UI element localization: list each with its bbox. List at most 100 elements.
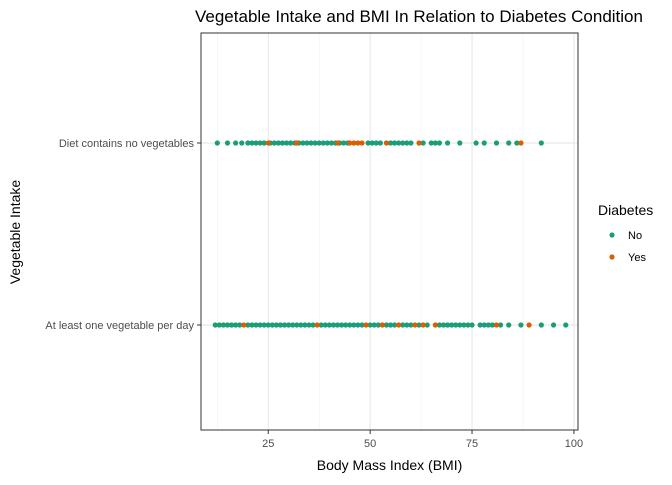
data-point-no bbox=[249, 322, 255, 328]
data-point-no bbox=[416, 322, 422, 328]
data-point-no bbox=[334, 322, 341, 328]
data-point-no bbox=[489, 322, 496, 328]
data-point-no bbox=[563, 322, 569, 328]
data-point-no bbox=[436, 140, 443, 146]
data-point-yes bbox=[363, 322, 369, 328]
data-point-no bbox=[290, 322, 296, 328]
legend-key-yes bbox=[609, 254, 615, 260]
data-point-yes bbox=[412, 322, 418, 328]
data-point-no bbox=[481, 140, 487, 146]
data-point-no bbox=[444, 140, 451, 146]
point-layer bbox=[212, 140, 569, 328]
data-point-no bbox=[365, 140, 371, 146]
data-point-no bbox=[518, 322, 524, 328]
data-point-no bbox=[457, 140, 463, 146]
data-point-no bbox=[312, 140, 318, 146]
data-point-no bbox=[404, 322, 410, 328]
data-point-no bbox=[424, 322, 430, 328]
data-point-no bbox=[408, 322, 414, 328]
data-point-no bbox=[497, 322, 504, 328]
legend: Diabetes No Yes bbox=[598, 202, 653, 264]
data-point-yes bbox=[294, 140, 300, 146]
data-point-no bbox=[396, 140, 402, 146]
data-point-no bbox=[302, 322, 308, 328]
data-point-no bbox=[391, 140, 398, 146]
data-point-no bbox=[538, 140, 544, 146]
data-point-no bbox=[408, 140, 414, 146]
data-point-no bbox=[330, 322, 337, 328]
data-point-no bbox=[457, 322, 463, 328]
data-point-no bbox=[367, 322, 373, 328]
data-point-no bbox=[550, 322, 557, 328]
y-axis: At least one vegetable per day Diet conta… bbox=[45, 138, 201, 332]
data-point-no bbox=[322, 322, 328, 328]
data-point-no bbox=[359, 322, 365, 328]
data-point-yes bbox=[416, 140, 422, 146]
data-point-no bbox=[310, 322, 316, 328]
data-point-no bbox=[485, 322, 491, 328]
data-point-no bbox=[506, 322, 512, 328]
data-point-yes bbox=[396, 322, 402, 328]
data-point-no bbox=[506, 140, 512, 146]
data-point-no bbox=[220, 322, 227, 328]
data-point-no bbox=[253, 322, 259, 328]
plot-border bbox=[200, 32, 579, 431]
data-point-no bbox=[375, 322, 381, 328]
data-point-no bbox=[273, 322, 279, 328]
data-point-no bbox=[233, 322, 239, 328]
data-point-no bbox=[371, 322, 377, 328]
data-point-no bbox=[300, 140, 306, 146]
data-point-no bbox=[343, 322, 349, 328]
data-point-no bbox=[428, 140, 434, 146]
data-point-no bbox=[239, 140, 245, 146]
x-axis: 25 50 75 100 bbox=[262, 430, 583, 450]
plot-panel bbox=[201, 33, 578, 430]
data-point-no bbox=[369, 140, 375, 146]
data-point-no bbox=[493, 140, 500, 146]
data-point-no bbox=[444, 322, 451, 328]
x-tick-label: 100 bbox=[565, 438, 583, 450]
y-tick-label: Diet contains no vegetables bbox=[59, 138, 195, 150]
y-tick-label: At least one vegetable per day bbox=[45, 320, 194, 332]
legend-entries: No Yes bbox=[609, 230, 646, 264]
data-point-yes bbox=[334, 140, 341, 146]
data-point-no bbox=[377, 140, 383, 146]
data-point-no bbox=[228, 322, 235, 328]
legend-title: Diabetes bbox=[598, 202, 653, 218]
data-point-yes bbox=[420, 322, 426, 328]
legend-key-no bbox=[609, 232, 615, 238]
data-point-no bbox=[318, 322, 324, 328]
data-point-no bbox=[316, 140, 322, 146]
data-point-no bbox=[449, 322, 455, 328]
data-point-no bbox=[298, 322, 304, 328]
data-point-no bbox=[461, 322, 467, 328]
data-point-no bbox=[387, 322, 394, 328]
data-point-yes bbox=[518, 140, 524, 146]
data-point-no bbox=[324, 140, 330, 146]
data-point-no bbox=[214, 140, 220, 146]
data-point-no bbox=[249, 140, 255, 146]
data-point-no bbox=[306, 322, 312, 328]
data-point-no bbox=[373, 140, 379, 146]
data-point-no bbox=[269, 322, 275, 328]
data-point-yes bbox=[355, 140, 361, 146]
data-point-no bbox=[400, 140, 406, 146]
data-point-no bbox=[453, 322, 459, 328]
data-point-no bbox=[400, 322, 406, 328]
data-point-yes bbox=[314, 322, 320, 328]
data-point-no bbox=[320, 140, 326, 146]
data-point-yes bbox=[347, 140, 353, 146]
data-point-no bbox=[257, 140, 263, 146]
data-point-no bbox=[477, 322, 483, 328]
data-point-no bbox=[286, 322, 292, 328]
data-point-no bbox=[351, 322, 357, 328]
data-point-no bbox=[271, 140, 277, 146]
data-point-no bbox=[420, 140, 426, 146]
data-point-no bbox=[288, 140, 294, 146]
data-point-no bbox=[469, 322, 475, 328]
data-point-no bbox=[261, 322, 267, 328]
data-point-no bbox=[481, 322, 487, 328]
chart-title: Vegetable Intake and BMI In Relation to … bbox=[195, 7, 643, 26]
